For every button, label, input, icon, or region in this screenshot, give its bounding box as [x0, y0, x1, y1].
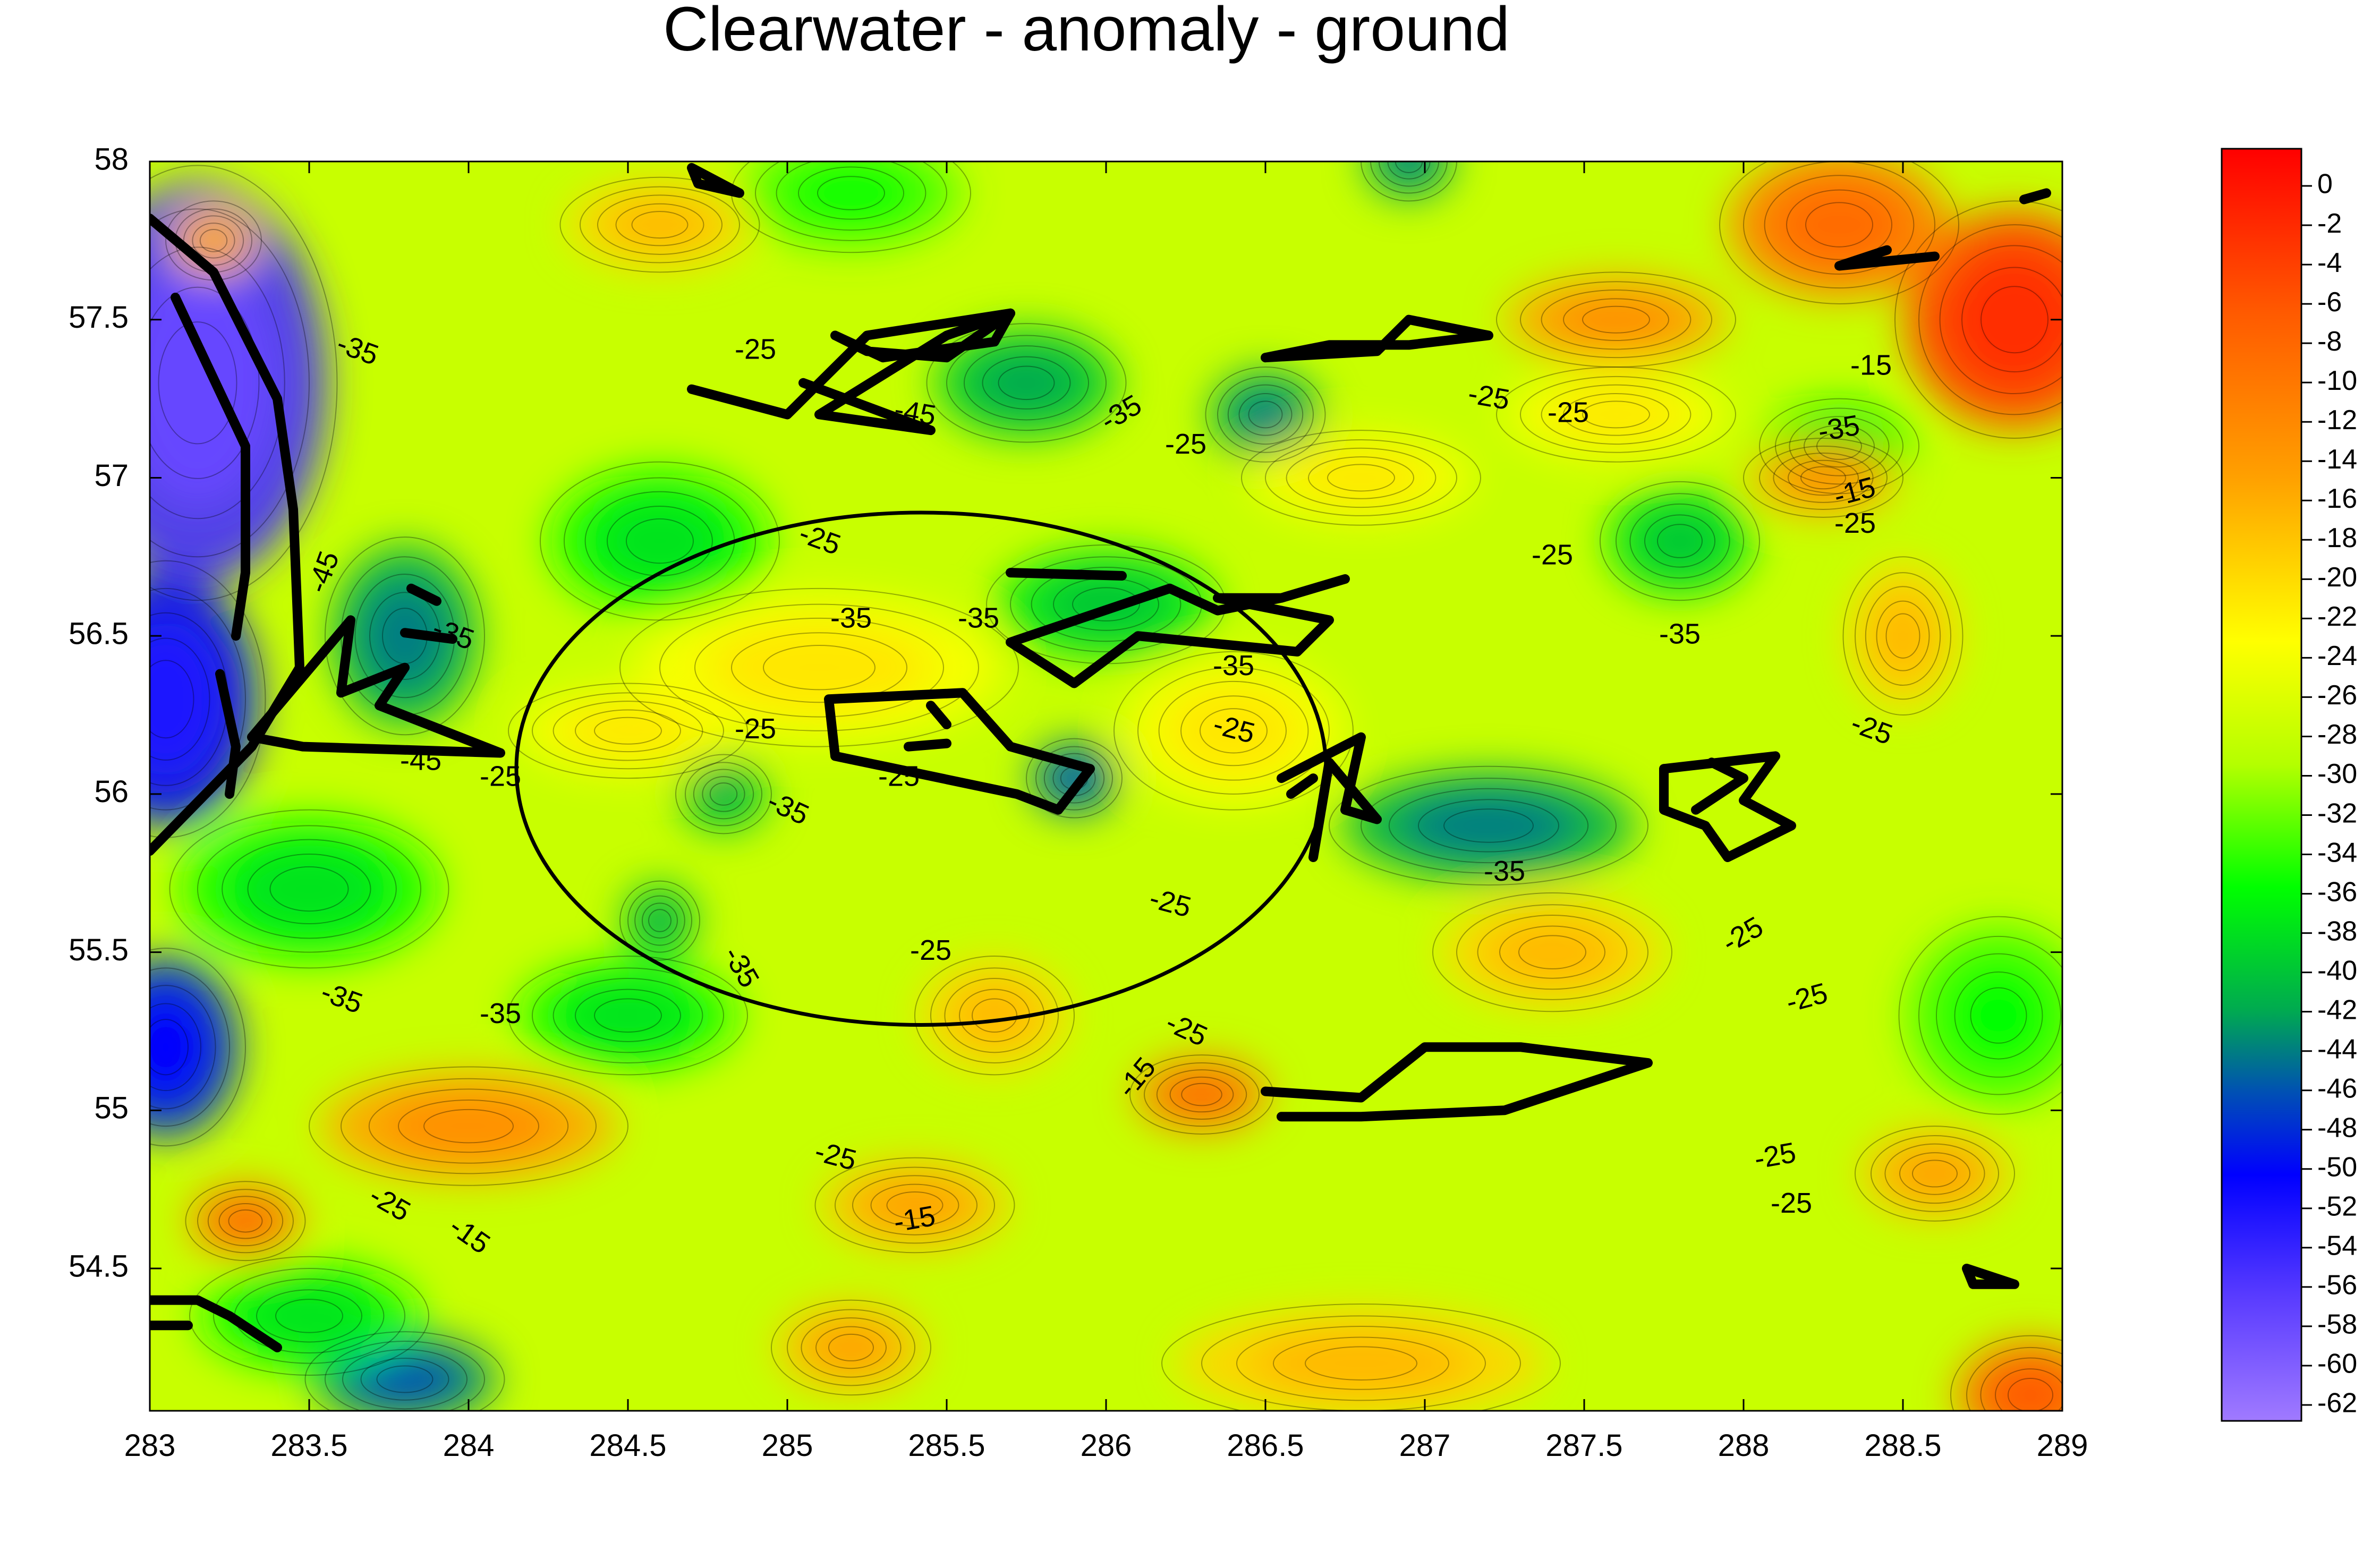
colorbar-tick-label: -20: [2317, 562, 2357, 593]
x-tick-label: 284.5: [589, 1428, 666, 1463]
anomaly-blob: [1506, 371, 1726, 458]
x-tick-label: 288.5: [1864, 1428, 1941, 1463]
anomaly-blob: [1862, 1130, 2008, 1217]
chart-title: Clearwater - anomaly - ground: [663, 0, 1510, 64]
y-tick-label: 54.5: [69, 1249, 129, 1283]
feature-outline: [908, 744, 947, 747]
contour-label: -15: [1850, 349, 1892, 381]
contour-label: -25: [735, 713, 776, 745]
x-tick-label: 285.5: [908, 1428, 985, 1463]
y-tick-label: 56.5: [69, 616, 129, 651]
contour-label: -35: [480, 998, 521, 1029]
colorbar: 0 -2 -4 -6 -8 -10 -12 -14 -16 -18 -20 -22 -24 -26 -28 -…: [2222, 149, 2357, 1421]
colorbar-tick-label: -2: [2317, 208, 2342, 239]
contour-label: -35: [1213, 650, 1254, 681]
colorbar-tick-label: -60: [2317, 1349, 2357, 1379]
colorbar-ticks: 0 -2 -4 -6 -8 -10 -12 -14 -16 -18 -20 -22 -24 -26 -28 -…: [2301, 169, 2357, 1419]
x-tick-label: 289: [2037, 1428, 2088, 1463]
colorbar-tick-label: -48: [2317, 1113, 2357, 1144]
colorbar-tick-label: -46: [2317, 1073, 2357, 1104]
plot-area: -35 -25 -45 -35 -25 -25 -25 -15 -35 -15 -25 -25 -35 -…: [58, 122, 2135, 1454]
colorbar-tick-label: 0: [2317, 169, 2333, 200]
anomaly-blob: [191, 1185, 301, 1257]
anomaly-blob: [679, 757, 768, 830]
y-tick-label: 55: [94, 1091, 129, 1126]
x-tick-label: 287.5: [1545, 1428, 1622, 1463]
colorbar-tick-label: -34: [2317, 837, 2357, 868]
anomaly-blob: [1251, 434, 1471, 521]
x-tick-label: 284: [443, 1428, 495, 1463]
colorbar-tick-label: -14: [2317, 444, 2357, 475]
colorbar-tick-label: -8: [2317, 326, 2342, 357]
contour-label: -25: [735, 334, 776, 365]
colorbar-tick-label: -58: [2317, 1309, 2357, 1340]
contour-label: -25: [480, 760, 521, 792]
contour-map-chart: Clearwater - anomaly - ground -35 -25 -45 -…: [0, 0, 2380, 1542]
colorbar-tick-label: -38: [2317, 916, 2357, 947]
contour-label: -25: [1532, 539, 1573, 571]
anomaly-blob: [778, 1304, 924, 1391]
colorbar-tick-label: -32: [2317, 798, 2357, 829]
anomaly-blob: [518, 687, 738, 774]
contour-label: -35: [1484, 855, 1525, 887]
x-tick-label: 286.5: [1227, 1428, 1304, 1463]
anomaly-blob: [921, 961, 1068, 1070]
colorbar-tick-label: -56: [2317, 1270, 2357, 1301]
colorbar-tick-label: -42: [2317, 994, 2357, 1025]
colorbar-tick-label: -44: [2317, 1034, 2357, 1064]
anomaly-blob: [1178, 1309, 1544, 1418]
anomaly-blob: [623, 884, 696, 957]
anomaly-blob: [741, 139, 961, 248]
anomaly-blob: [1729, 152, 1949, 297]
x-tick-label: 285: [762, 1428, 813, 1463]
colorbar-tick-label: -50: [2317, 1152, 2357, 1183]
feature-outline: [2024, 193, 2046, 200]
colorbar-tick-label: -4: [2317, 248, 2342, 278]
contour-label: -25: [1834, 507, 1876, 539]
colorbar-scale: [2222, 149, 2301, 1421]
colorbar-tick-label: -26: [2317, 680, 2357, 711]
anomaly-blob: [181, 816, 438, 962]
colorbar-tick-label: -54: [2317, 1231, 2357, 1262]
colorbar-tick-label: -22: [2317, 601, 2357, 632]
contour-label: -35: [958, 602, 999, 634]
colorbar-tick-label: -36: [2317, 876, 2357, 907]
y-tick-label: 58: [94, 142, 129, 176]
contour-label: -25: [878, 760, 920, 792]
colorbar-tick-label: -40: [2317, 955, 2357, 986]
colorbar-tick-label: -10: [2317, 365, 2357, 396]
contour-label: -25: [1165, 428, 1206, 460]
y-tick-label: 57: [94, 458, 129, 493]
y-tick-label: 56: [94, 774, 129, 809]
contour-label: -25: [1548, 397, 1589, 429]
colorbar-tick-label: -16: [2317, 483, 2357, 514]
anomaly-blob: [1506, 276, 1726, 363]
y-tick-label: 57.5: [69, 300, 129, 335]
x-tick-label: 283.5: [270, 1428, 347, 1463]
colorbar-tick-label: -30: [2317, 759, 2357, 789]
contour-label: -35: [830, 602, 872, 634]
contour-label: -25: [1771, 1187, 1812, 1219]
colorbar-tick-label: -12: [2317, 405, 2357, 436]
x-tick-label: 286: [1081, 1428, 1132, 1463]
colorbar-tick-label: -28: [2317, 719, 2357, 750]
contour-label: -35: [1659, 618, 1701, 650]
anomaly-blob: [1606, 487, 1753, 595]
feature-outline: [1010, 573, 1122, 576]
colorbar-tick-label: -24: [2317, 641, 2357, 671]
x-tick-label: 287: [1399, 1428, 1451, 1463]
anomaly-blob: [322, 1071, 615, 1180]
contour-label: -45: [400, 745, 441, 777]
contour-label: -25: [910, 934, 951, 966]
y-tick-label: 55.5: [69, 933, 129, 967]
anomaly-blob: [518, 961, 738, 1070]
colorbar-tick-label: -52: [2317, 1191, 2357, 1222]
colorbar-tick-label: -62: [2317, 1388, 2357, 1419]
anomaly-blob: [1848, 563, 1958, 709]
anomaly-blob: [1442, 898, 1662, 1007]
x-tick-label: 288: [1718, 1428, 1770, 1463]
x-tick-label: 283: [124, 1428, 176, 1463]
colorbar-tick-label: -6: [2317, 287, 2342, 318]
colorbar-tick-label: -18: [2317, 523, 2357, 553]
